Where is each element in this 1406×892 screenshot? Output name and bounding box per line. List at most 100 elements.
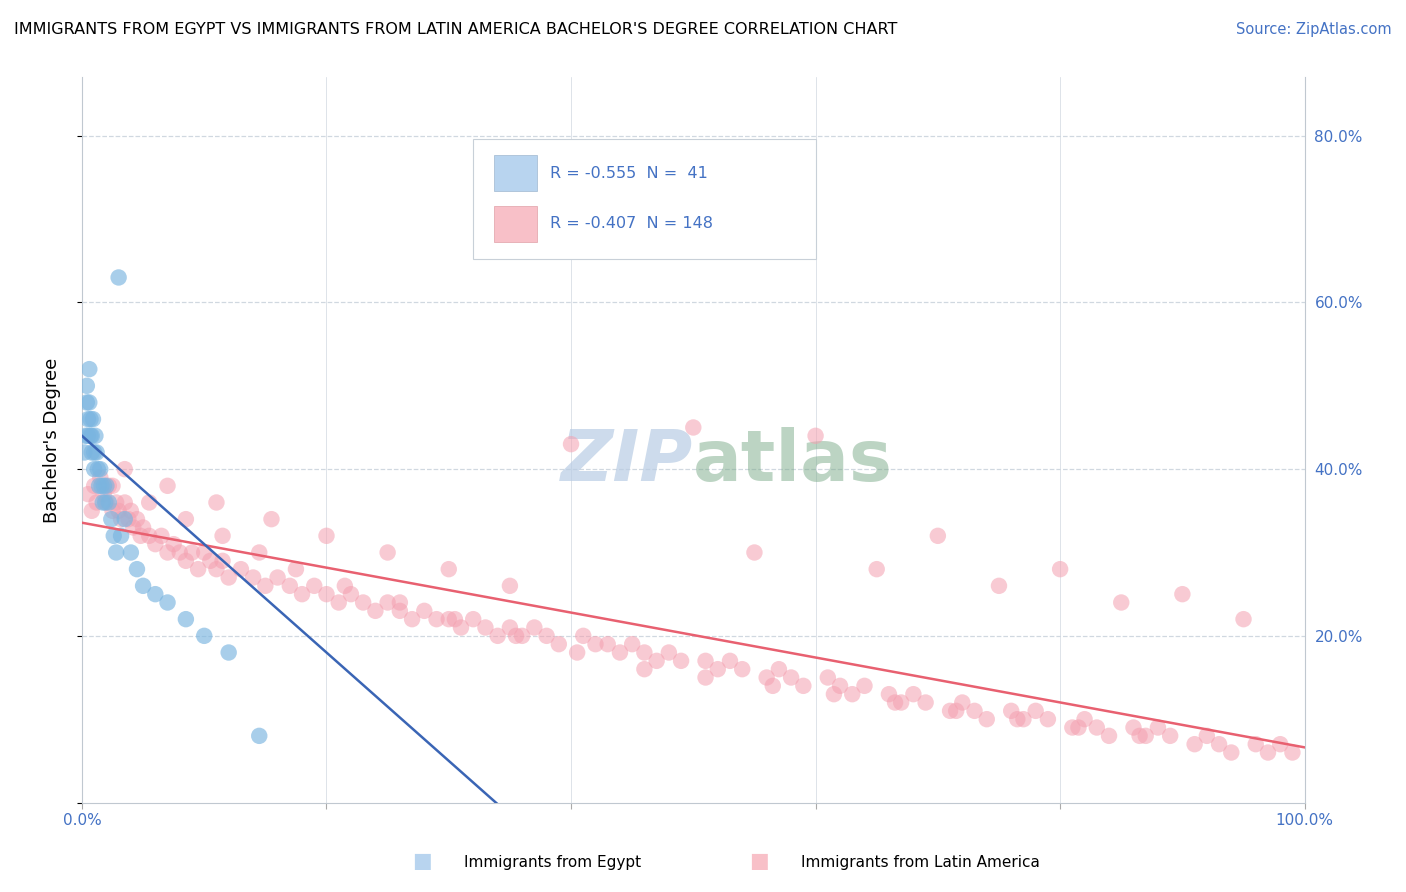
Point bbox=[105, 495, 128, 509]
Point bbox=[83, 479, 105, 493]
Point bbox=[156, 595, 179, 609]
Point bbox=[444, 612, 467, 626]
Point bbox=[585, 637, 607, 651]
Point bbox=[682, 420, 704, 434]
Point bbox=[76, 379, 98, 393]
Point bbox=[97, 495, 120, 509]
Point bbox=[1012, 712, 1035, 726]
Point bbox=[505, 629, 527, 643]
Point bbox=[132, 520, 155, 534]
Point bbox=[609, 646, 631, 660]
Point bbox=[1159, 729, 1181, 743]
Point bbox=[658, 646, 681, 660]
Point bbox=[205, 495, 228, 509]
Point bbox=[560, 437, 582, 451]
Point bbox=[132, 579, 155, 593]
Point bbox=[621, 637, 644, 651]
Point bbox=[780, 671, 803, 685]
Point bbox=[79, 395, 101, 409]
Point bbox=[927, 529, 949, 543]
Point bbox=[211, 529, 233, 543]
Point bbox=[114, 512, 136, 526]
Point bbox=[117, 512, 139, 526]
Point bbox=[890, 696, 912, 710]
Point bbox=[633, 662, 655, 676]
Point bbox=[89, 470, 111, 484]
Point bbox=[823, 687, 845, 701]
Point bbox=[181, 545, 204, 559]
Point bbox=[156, 479, 179, 493]
Point bbox=[1073, 712, 1095, 726]
Point bbox=[499, 620, 522, 634]
Point bbox=[884, 696, 907, 710]
Point bbox=[100, 512, 122, 526]
Bar bbox=[494, 155, 537, 191]
Point bbox=[76, 395, 98, 409]
Point bbox=[744, 545, 766, 559]
Point bbox=[510, 629, 533, 643]
Point bbox=[1270, 737, 1292, 751]
Point bbox=[866, 562, 889, 576]
Point bbox=[1122, 721, 1144, 735]
Point bbox=[1129, 729, 1152, 743]
Point bbox=[914, 696, 936, 710]
Point bbox=[1049, 562, 1071, 576]
Point bbox=[804, 429, 827, 443]
Text: ZIP: ZIP bbox=[561, 427, 693, 496]
Point bbox=[669, 654, 692, 668]
Point bbox=[1195, 729, 1218, 743]
Point bbox=[1098, 729, 1121, 743]
Point bbox=[247, 545, 270, 559]
Point bbox=[877, 687, 900, 701]
Point bbox=[86, 445, 108, 459]
Text: R = -0.555  N =  41: R = -0.555 N = 41 bbox=[550, 166, 709, 181]
Point bbox=[413, 604, 436, 618]
Point bbox=[79, 412, 101, 426]
Point bbox=[83, 462, 105, 476]
Point bbox=[89, 462, 111, 476]
Point bbox=[596, 637, 619, 651]
Point bbox=[1171, 587, 1194, 601]
Point bbox=[278, 579, 301, 593]
Point bbox=[633, 646, 655, 660]
Point bbox=[187, 562, 209, 576]
Point bbox=[163, 537, 186, 551]
Point bbox=[1036, 712, 1059, 726]
Point bbox=[401, 612, 423, 626]
Point bbox=[1007, 712, 1029, 726]
Point bbox=[1184, 737, 1206, 751]
Text: R = -0.407  N = 148: R = -0.407 N = 148 bbox=[550, 217, 713, 231]
Point bbox=[939, 704, 962, 718]
Point bbox=[523, 620, 546, 634]
Point bbox=[1109, 595, 1132, 609]
Point bbox=[110, 512, 132, 526]
Point bbox=[1281, 746, 1303, 760]
Point bbox=[1135, 729, 1157, 743]
Point bbox=[572, 629, 595, 643]
Point bbox=[93, 487, 115, 501]
Point bbox=[988, 579, 1011, 593]
Point bbox=[77, 412, 100, 426]
Point bbox=[547, 637, 569, 651]
Point bbox=[388, 595, 411, 609]
Point bbox=[828, 679, 851, 693]
Point bbox=[97, 479, 120, 493]
Text: ■: ■ bbox=[749, 851, 769, 871]
Y-axis label: Bachelor's Degree: Bachelor's Degree bbox=[44, 358, 60, 523]
Point bbox=[1000, 704, 1022, 718]
Point bbox=[425, 612, 447, 626]
Point bbox=[950, 696, 973, 710]
Point bbox=[94, 495, 117, 509]
Point bbox=[174, 512, 197, 526]
Point bbox=[853, 679, 876, 693]
Point bbox=[364, 604, 387, 618]
Point bbox=[122, 520, 145, 534]
Point bbox=[437, 562, 460, 576]
Point bbox=[333, 579, 356, 593]
Point bbox=[77, 487, 100, 501]
Point bbox=[96, 479, 118, 493]
Point bbox=[138, 495, 160, 509]
FancyBboxPatch shape bbox=[474, 139, 815, 259]
Point bbox=[945, 704, 967, 718]
Point bbox=[129, 529, 152, 543]
